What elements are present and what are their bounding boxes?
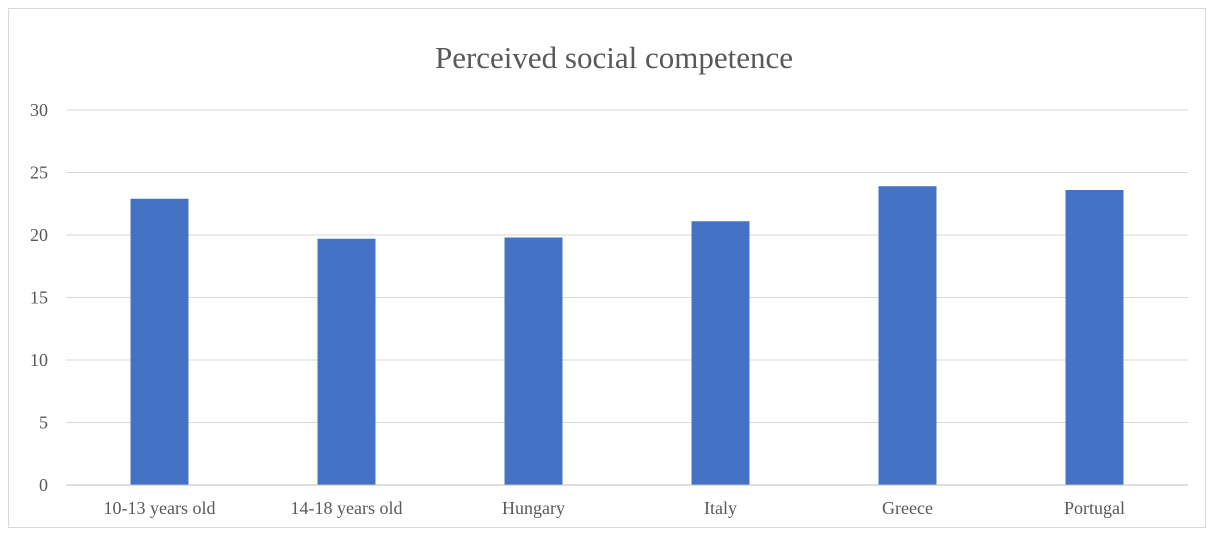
y-tick-label: 10 [30,350,48,370]
y-tick-label: 20 [30,225,48,245]
bar [317,238,376,485]
y-tick-label: 0 [39,475,48,495]
chart-frame [8,8,1206,528]
y-axis-tick-labels: 0 5 10 15 20 25 30 [30,100,48,495]
bars [130,186,1124,485]
y-tick-label: 15 [30,288,48,308]
grid-lines [66,109,1188,423]
x-tick-label: Greece [882,498,933,518]
y-tick-label: 25 [30,163,48,183]
x-tick-label: 10-13 years old [104,498,216,518]
bar [691,221,750,485]
bar [130,198,189,485]
x-tick-label: Italy [704,498,737,518]
bar [878,186,937,485]
y-tick-label: 5 [39,413,48,433]
bar [504,237,563,485]
x-tick-label: 14-18 years old [291,498,403,518]
bar [1065,190,1124,485]
x-tick-label: Portugal [1064,498,1125,518]
x-tick-label: Hungary [502,498,565,518]
chart-title: Perceived social competence [435,40,793,75]
x-axis-tick-labels: 10-13 years old 14-18 years old Hungary Ita… [104,498,1125,518]
y-tick-label: 30 [30,100,48,120]
